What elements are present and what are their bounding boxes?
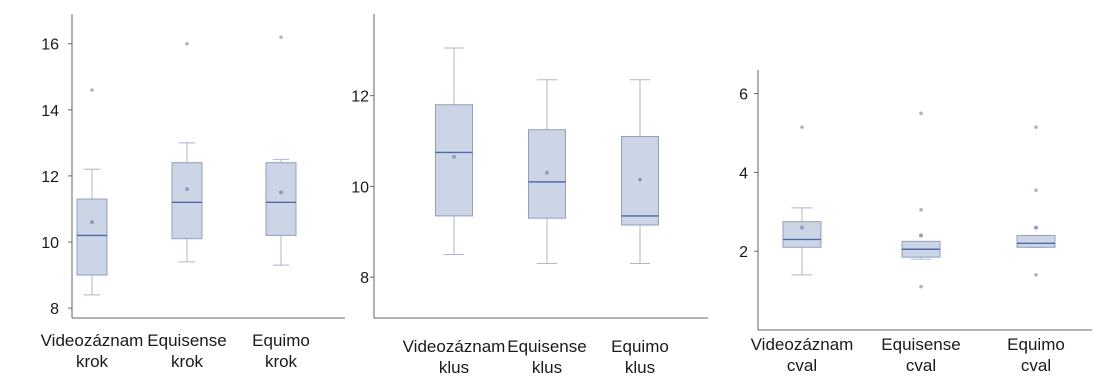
box-3 — [621, 79, 659, 265]
x-category-label: Equisense cval — [881, 335, 960, 375]
x-category-label-line: Equimo — [252, 331, 310, 350]
y-tick-label: 10 — [41, 235, 59, 252]
mean-marker — [90, 220, 94, 225]
y-tick-label: 4 — [739, 165, 748, 182]
outlier-point — [90, 88, 94, 92]
x-category-label-line: klus — [532, 358, 562, 376]
y-tick-label: 8 — [50, 301, 59, 318]
x-category-label: Equisense krok — [147, 331, 226, 371]
outlier-point — [919, 208, 923, 212]
outlier-point — [1034, 125, 1038, 129]
y-tick-label: 14 — [41, 103, 59, 120]
outlier-point — [919, 111, 923, 116]
outlier-point — [1034, 188, 1038, 192]
x-category-label: Equimo krok — [252, 331, 310, 371]
x-category-label-line: klus — [625, 358, 655, 376]
x-category-label-line: krok — [171, 352, 204, 371]
box-2 — [171, 41, 203, 263]
outlier-point — [800, 125, 804, 129]
chart-panel-3: 2 4 6 Videozáznam cval Equisense cval Equimo cva… — [739, 70, 1092, 375]
x-category-label-line: klus — [439, 358, 469, 376]
outlier-point — [279, 35, 283, 39]
mean-marker — [1034, 225, 1038, 230]
x-category-label: Videozáznam cval — [751, 335, 854, 375]
x-category-label-line: Videozáznam — [41, 331, 144, 350]
iqr-box — [171, 162, 203, 240]
mean-marker — [452, 154, 456, 159]
y-tick-label: 2 — [739, 244, 748, 261]
y-tick-label: 8 — [360, 270, 369, 287]
y-tick-label: 12 — [351, 89, 369, 106]
x-category-label: Videozáznam klus — [403, 337, 506, 376]
mean-marker — [638, 177, 642, 182]
x-category-label: Equisense klus — [507, 337, 586, 376]
y-tick-label: 12 — [41, 169, 59, 186]
mean-marker — [185, 187, 189, 192]
x-category-label-line: cval — [1021, 356, 1051, 375]
x-category-label: Equimo klus — [611, 337, 669, 376]
x-category-label: Videozáznam krok — [41, 331, 144, 371]
x-category-label-line: Equimo — [1007, 335, 1065, 354]
x-category-label-line: Equimo — [611, 337, 669, 356]
x-category-label-line: Equisense — [881, 335, 960, 354]
outlier-point — [919, 284, 923, 289]
x-category-label-line: Equisense — [507, 337, 586, 356]
box-2 — [528, 79, 566, 265]
x-category-label-line: krok — [76, 352, 109, 371]
x-category-label-line: cval — [787, 356, 817, 375]
x-category-label: Equimo cval — [1007, 335, 1065, 375]
box-3 — [265, 35, 297, 266]
mean-marker — [800, 225, 804, 230]
box-1 — [435, 47, 473, 255]
outlier-point — [1034, 273, 1038, 277]
chart-panel-2: 8 10 12 Videozáznam klus Equisense klus Equimo k… — [351, 14, 708, 376]
y-tick-label: 16 — [41, 37, 59, 54]
mean-marker — [545, 170, 549, 175]
iqr-box — [265, 162, 297, 236]
x-category-label-line: krok — [265, 352, 298, 371]
x-category-label-line: Equisense — [147, 331, 226, 350]
box-2 — [901, 111, 941, 289]
box-3 — [1016, 125, 1056, 277]
outlier-point — [185, 41, 189, 46]
box-1 — [76, 88, 108, 296]
x-category-label-line: Videozáznam — [403, 337, 506, 356]
x-category-label-line: Videozáznam — [751, 335, 854, 354]
mean-marker — [279, 190, 283, 195]
mean-marker — [919, 233, 923, 238]
y-tick-label: 10 — [351, 179, 369, 196]
iqr-box — [435, 104, 473, 217]
iqr-box — [76, 198, 108, 276]
iqr-box — [1016, 234, 1056, 248]
iqr-box — [782, 221, 822, 248]
box-1 — [782, 125, 822, 276]
y-tick-label: 6 — [739, 87, 748, 104]
x-category-label-line: cval — [906, 356, 936, 375]
